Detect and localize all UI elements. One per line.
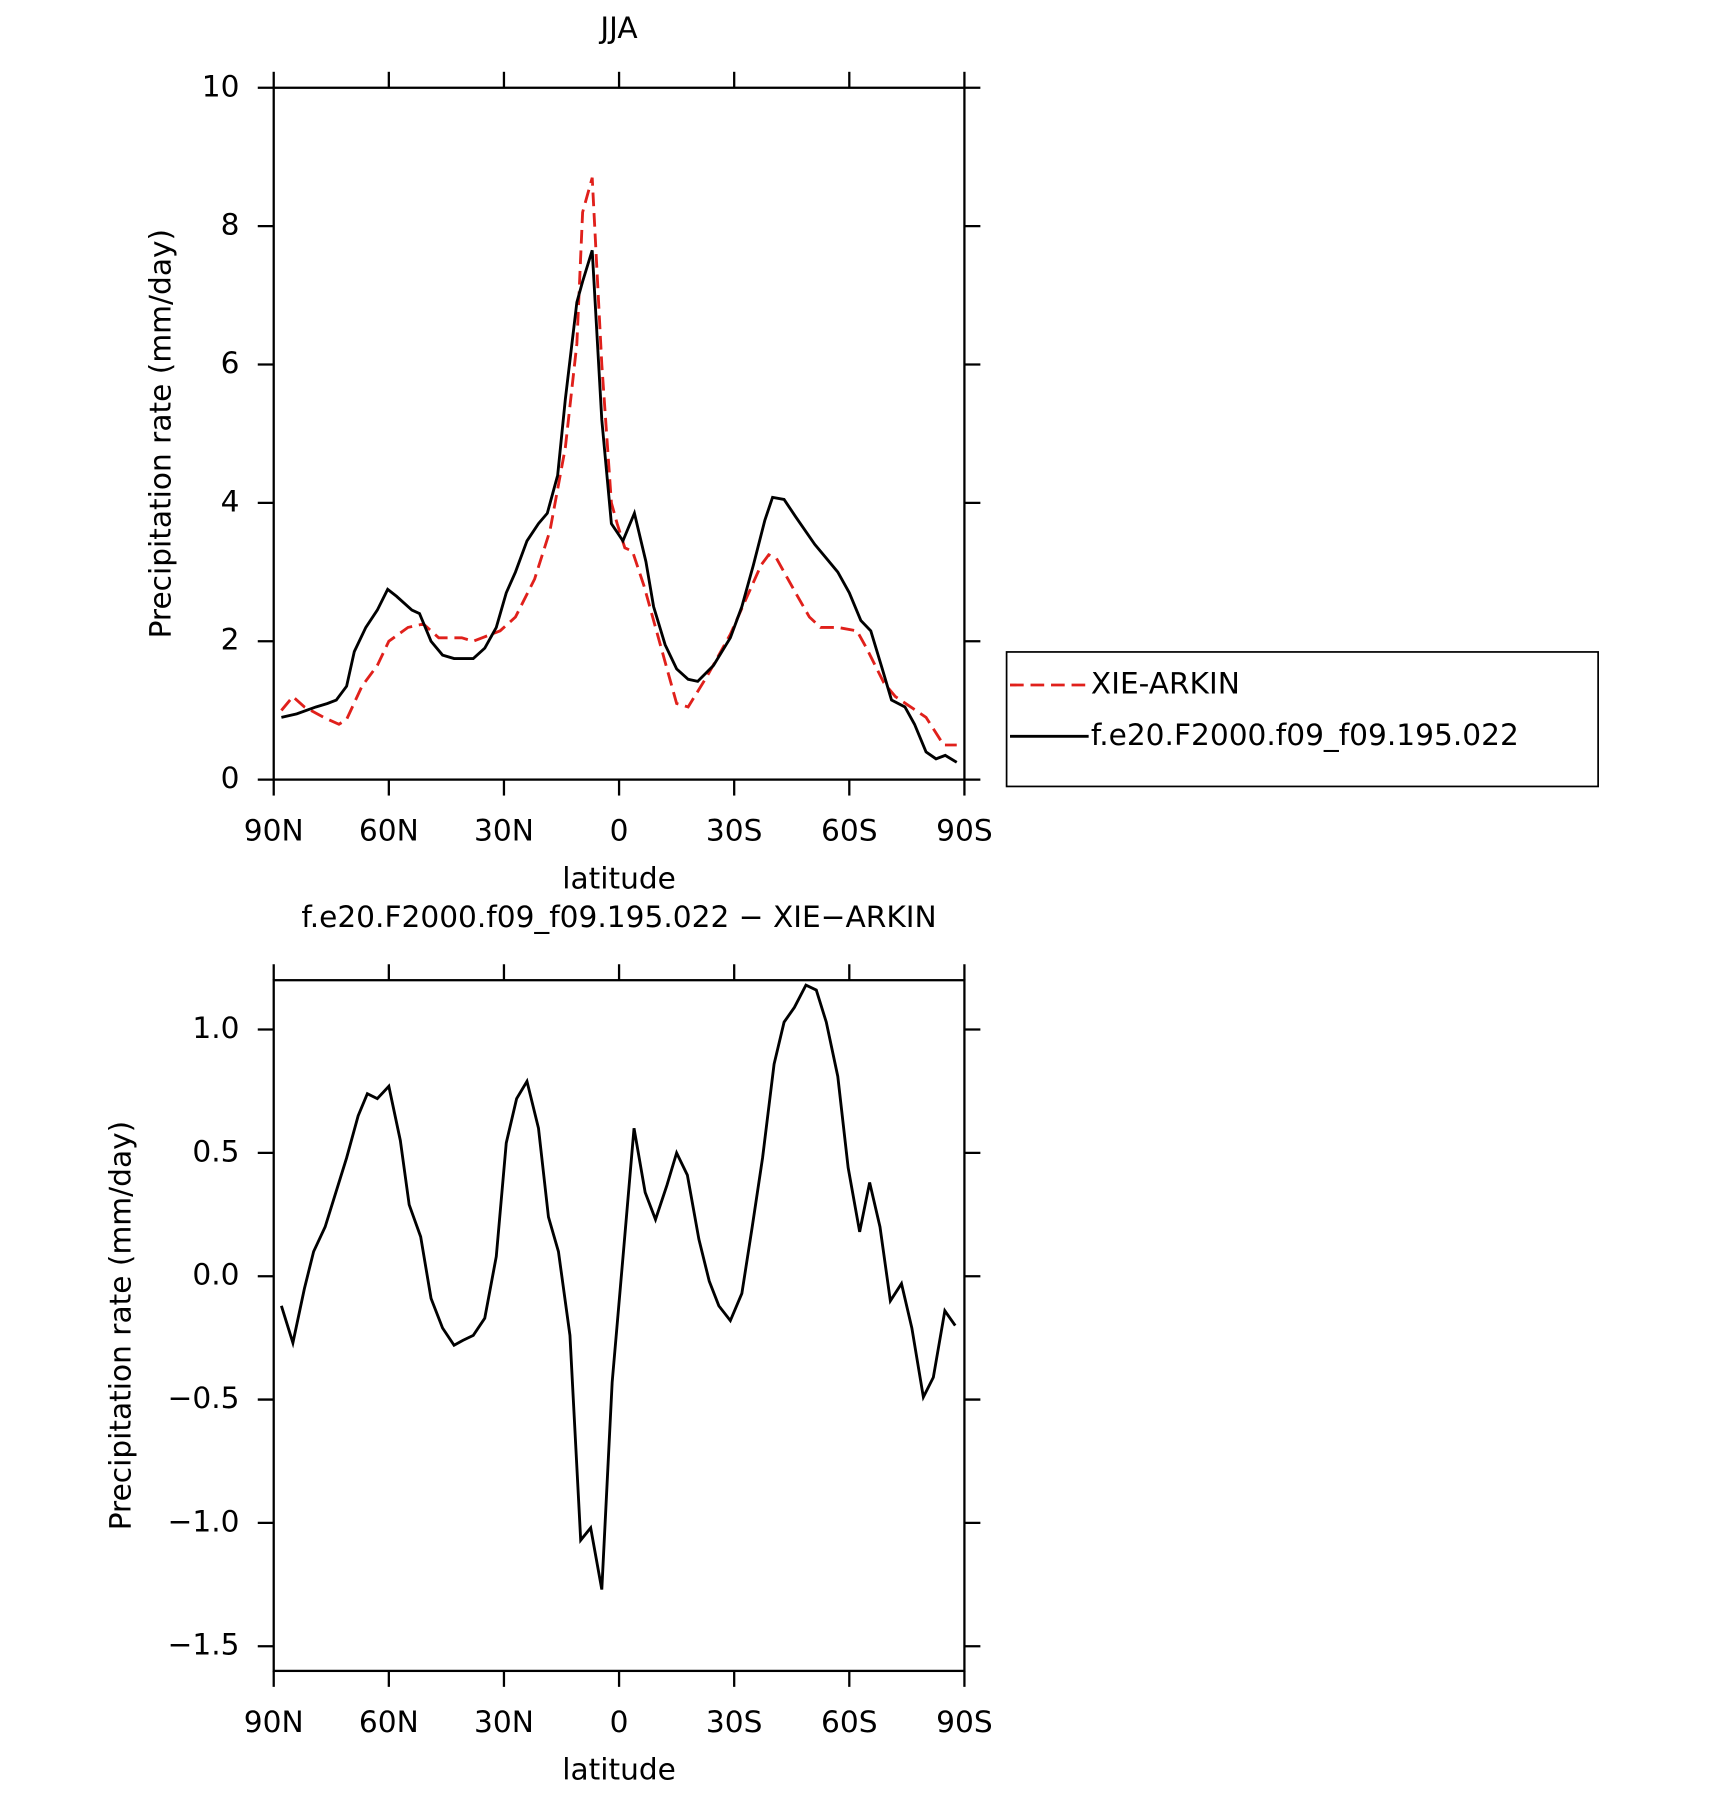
y-tick-label: 4 <box>221 483 240 518</box>
plot-frame <box>272 86 966 781</box>
y-tick-label: 0 <box>221 760 240 795</box>
y-tick-label: 0.0 <box>192 1257 239 1292</box>
x-tick-label: 90N <box>244 1704 304 1739</box>
x-tick-label: 90N <box>244 813 304 848</box>
chart-title: JJA <box>598 10 638 45</box>
y-tick-label: 8 <box>221 207 240 242</box>
chart-title: f.e20.F2000.f09_f09.195.022 − XIE−ARKIN <box>301 899 936 934</box>
x-tick-label: 0 <box>610 813 629 848</box>
x-tick-label: 30S <box>706 813 763 848</box>
y-axis-label: Precipitation rate (mm/day) <box>143 229 178 639</box>
y-tick-label: 6 <box>221 345 240 380</box>
y-tick-label: 10 <box>202 68 240 103</box>
x-tick-label: 0 <box>610 1704 629 1739</box>
y-tick-label: 1.0 <box>192 1010 239 1045</box>
legend-label: f.e20.F2000.f09_f09.195.022 <box>1091 717 1519 752</box>
x-tick-label: 60S <box>821 813 878 848</box>
data-line <box>280 983 957 1590</box>
y-tick-label: −1.5 <box>168 1627 240 1662</box>
legend-box <box>1005 651 1599 788</box>
data-line <box>280 177 957 747</box>
data-line <box>281 249 958 764</box>
x-tick-label: 60S <box>821 1704 878 1739</box>
x-tick-label: 60N <box>359 813 419 848</box>
y-tick-label: −0.5 <box>168 1380 240 1415</box>
y-axis-label: Precipitation rate (mm/day) <box>103 1121 138 1531</box>
legend-label: XIE-ARKIN <box>1091 666 1240 701</box>
x-tick-label: 30N <box>474 813 534 848</box>
x-axis-label: latitude <box>562 1752 676 1787</box>
x-tick-label: 90S <box>936 1704 993 1739</box>
y-tick-label: −1.0 <box>168 1503 240 1538</box>
x-tick-label: 60N <box>359 1704 419 1739</box>
y-tick-label: 2 <box>221 622 240 657</box>
x-tick-label: 90S <box>936 813 993 848</box>
y-tick-label: 0.5 <box>192 1133 239 1168</box>
plot-frame <box>272 979 966 1673</box>
x-tick-label: 30N <box>474 1704 534 1739</box>
x-axis-label: latitude <box>562 860 676 895</box>
x-tick-label: 30S <box>706 1704 763 1739</box>
